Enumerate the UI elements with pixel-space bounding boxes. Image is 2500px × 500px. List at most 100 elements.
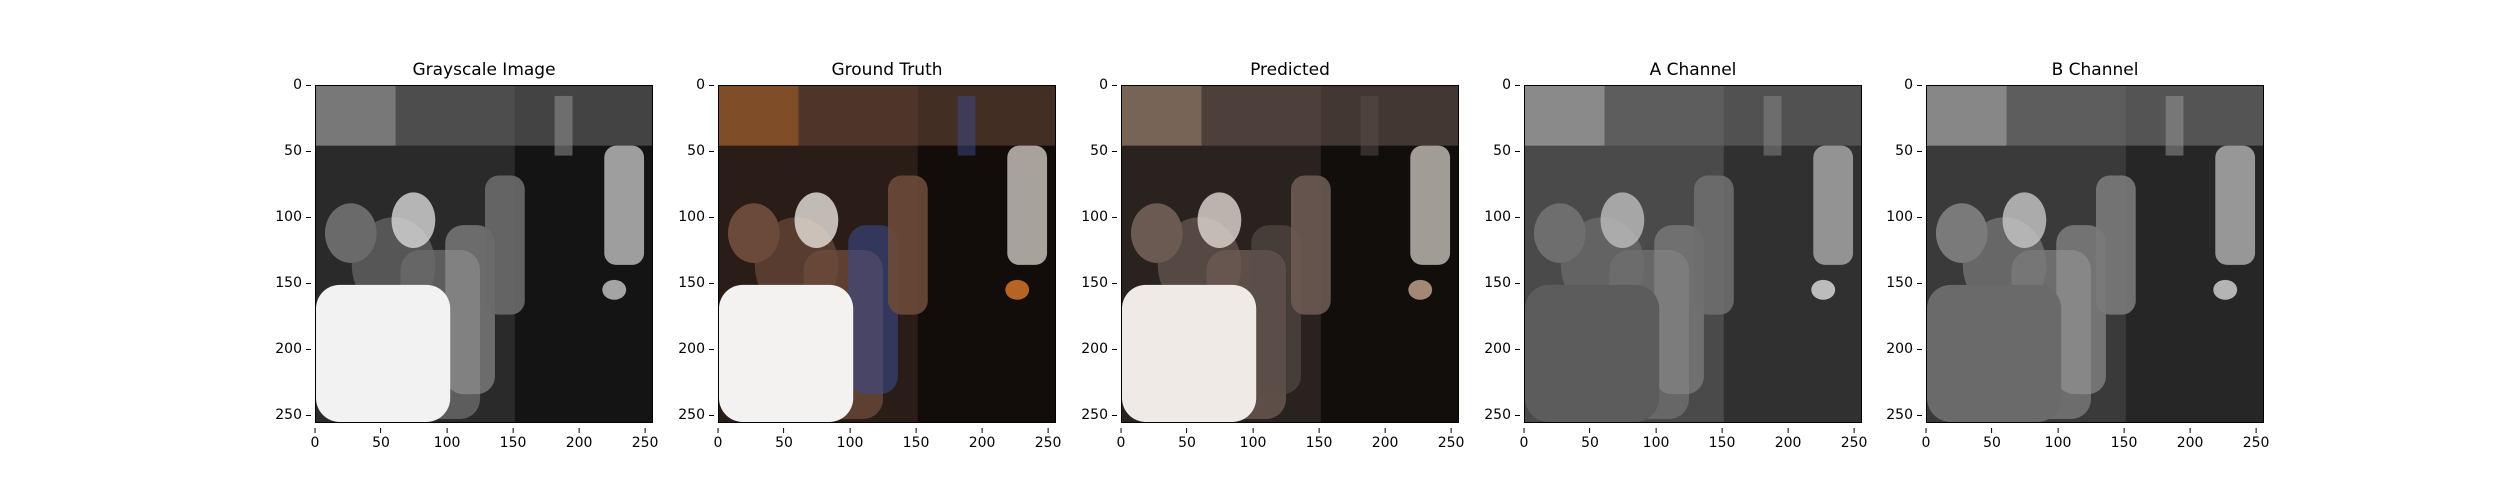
scene-person-striped xyxy=(484,175,525,315)
scene-bottle-glow xyxy=(1360,95,1379,156)
y-tick-label: 0 xyxy=(1079,77,1117,93)
y-tick-label: 200 xyxy=(273,341,311,357)
scene-bottle-glow xyxy=(957,95,976,156)
scene-bar-lights xyxy=(1525,86,1605,146)
scene-hand xyxy=(1005,279,1030,300)
scene-person-hoodie xyxy=(719,284,854,422)
scene-person-hoodie xyxy=(1525,284,1660,422)
scene-person-hoodie xyxy=(1122,284,1257,422)
x-tick-label: 150 xyxy=(1709,428,1736,451)
x-tick-label: 250 xyxy=(1035,428,1062,451)
scene-person-striped xyxy=(2095,175,2136,315)
scene-head-front xyxy=(1533,203,1586,263)
scene-person-striped xyxy=(1290,175,1331,315)
x-tick-label: 50 xyxy=(372,428,390,451)
scene-bottle-glow xyxy=(2165,95,2184,156)
panel-title: Ground Truth xyxy=(831,60,943,80)
panel-pred: Predicted 0 50 100 150 200 250 0 50 100 150 200 250 xyxy=(1081,0,1521,500)
x-tick-label: 150 xyxy=(500,428,527,451)
y-tick-label: 250 xyxy=(273,407,311,423)
scene-bar-shelves xyxy=(1122,86,1458,146)
x-tick-label: 100 xyxy=(1240,428,1267,451)
scene-hand xyxy=(602,279,627,300)
scene-person-right xyxy=(2215,145,2256,265)
x-tick-label: 250 xyxy=(2243,428,2270,451)
panel-gt: Ground Truth 0 50 100 150 200 250 0 50 100 150 200 2… xyxy=(678,0,1118,500)
scene-person-blue xyxy=(445,225,495,395)
y-tick-label: 50 xyxy=(1482,143,1520,159)
scene-hand xyxy=(1408,279,1433,300)
x-tick-label: 50 xyxy=(775,428,793,451)
y-tick-label: 200 xyxy=(1884,341,1922,357)
image-raster xyxy=(316,86,652,422)
image-axes xyxy=(1524,85,1862,423)
y-tick-label: 250 xyxy=(676,407,714,423)
scene-head-front xyxy=(324,203,377,263)
y-tick-label: 100 xyxy=(1482,209,1520,225)
y-tick-label: 200 xyxy=(676,341,714,357)
y-tick-label: 250 xyxy=(1884,407,1922,423)
image-raster xyxy=(1122,86,1458,422)
x-tick-label: 50 xyxy=(1178,428,1196,451)
y-tick-label: 0 xyxy=(1884,77,1922,93)
scene-bottle-glow xyxy=(1763,95,1782,156)
x-tick-label: 150 xyxy=(2111,428,2138,451)
panel-title: Predicted xyxy=(1250,60,1330,80)
y-tick-label: 50 xyxy=(676,143,714,159)
x-tick-label: 100 xyxy=(837,428,864,451)
panel-b: B Channel 0 50 100 150 200 250 0 50 100 150 200 250 xyxy=(1886,0,2326,500)
x-tick-label: 100 xyxy=(1643,428,1670,451)
scene-person-right xyxy=(1007,145,1048,265)
x-tick-label: 100 xyxy=(434,428,461,451)
scene-person-blue xyxy=(1654,225,1704,395)
y-tick-label: 150 xyxy=(1884,275,1922,291)
y-tick-label: 0 xyxy=(1482,77,1520,93)
scene-head-bald xyxy=(391,192,436,249)
x-tick-label: 0 xyxy=(714,428,723,451)
scene-bar-shelves xyxy=(316,86,652,146)
image-raster xyxy=(1525,86,1861,422)
scene-person-striped xyxy=(887,175,928,315)
x-tick-label: 50 xyxy=(1983,428,2001,451)
scene-head-bald xyxy=(794,192,839,249)
image-axes xyxy=(1926,85,2264,423)
y-tick-label: 150 xyxy=(676,275,714,291)
scene-bar-shelves xyxy=(1927,86,2263,146)
x-tick-label: 50 xyxy=(1581,428,1599,451)
y-tick-label: 150 xyxy=(273,275,311,291)
scene-person-hoodie xyxy=(316,284,451,422)
y-tick-label: 100 xyxy=(676,209,714,225)
scene-bar-shelves xyxy=(719,86,1055,146)
y-tick-label: 150 xyxy=(1079,275,1117,291)
scene-person-right xyxy=(604,145,645,265)
y-tick-label: 250 xyxy=(1482,407,1520,423)
scene-person-blue xyxy=(848,225,898,395)
y-tick-label: 150 xyxy=(1482,275,1520,291)
scene-bar-lights xyxy=(316,86,396,146)
scene-bar-shelves xyxy=(1525,86,1861,146)
y-tick-label: 200 xyxy=(1079,341,1117,357)
scene-head-front xyxy=(1935,203,1988,263)
x-tick-label: 250 xyxy=(1841,428,1868,451)
image-axes xyxy=(315,85,653,423)
scene-bar-lights xyxy=(1927,86,2007,146)
y-tick-label: 50 xyxy=(273,143,311,159)
x-tick-label: 200 xyxy=(1775,428,1802,451)
scene-head-bald xyxy=(1197,192,1242,249)
image-raster xyxy=(719,86,1055,422)
panel-title: B Channel xyxy=(2051,60,2139,80)
x-tick-label: 200 xyxy=(1372,428,1399,451)
scene-bottle-glow xyxy=(554,95,573,156)
x-tick-label: 150 xyxy=(1306,428,1333,451)
y-tick-label: 50 xyxy=(1079,143,1117,159)
x-tick-label: 200 xyxy=(2177,428,2204,451)
y-tick-label: 200 xyxy=(1482,341,1520,357)
scene-person-right xyxy=(1410,145,1451,265)
x-tick-label: 0 xyxy=(1117,428,1126,451)
panel-title: Grayscale Image xyxy=(412,60,556,80)
image-axes xyxy=(718,85,1056,423)
x-tick-label: 0 xyxy=(1922,428,1931,451)
x-tick-label: 200 xyxy=(566,428,593,451)
image-axes xyxy=(1121,85,1459,423)
scene-head-front xyxy=(1130,203,1183,263)
